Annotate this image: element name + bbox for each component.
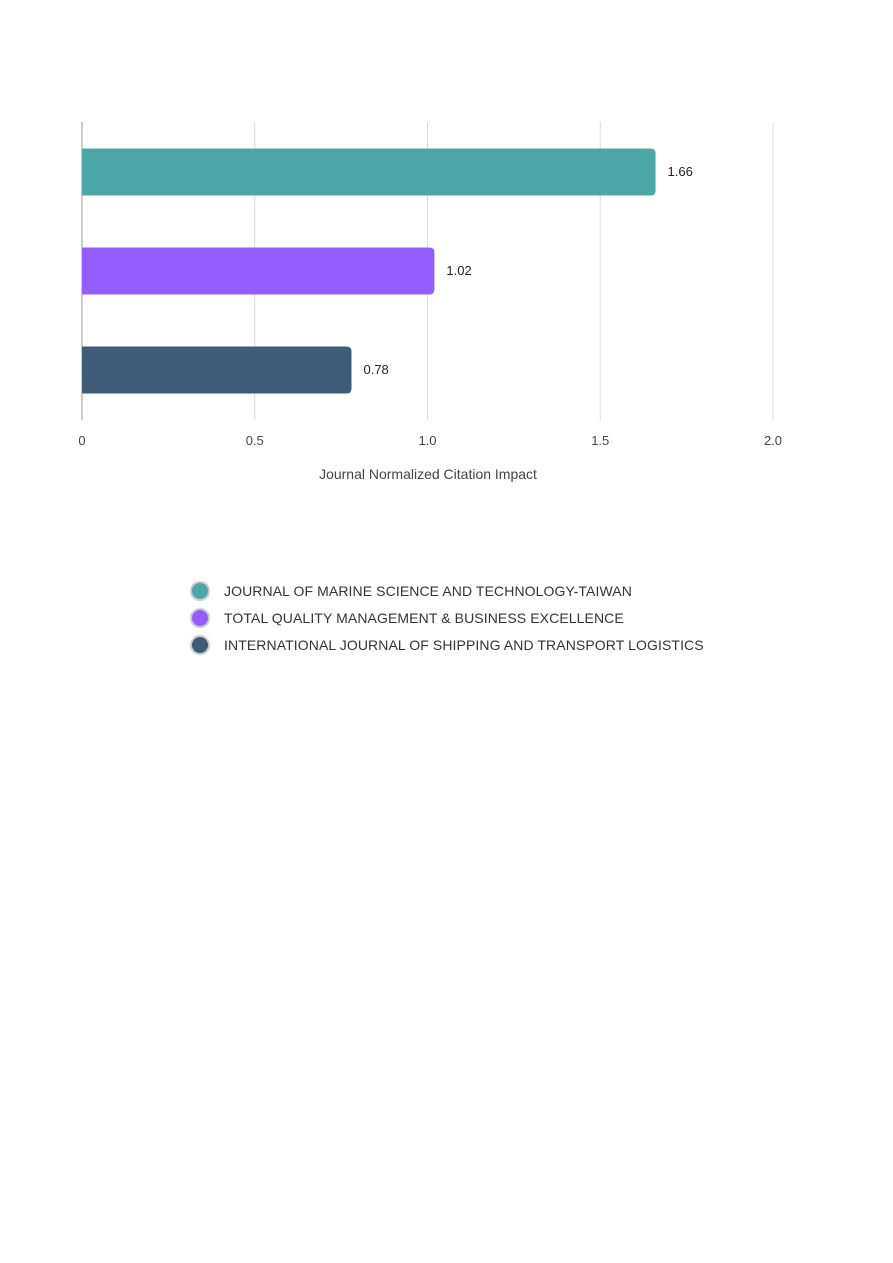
legend-item[interactable]: INTERNATIONAL JOURNAL OF SHIPPING AND TR… [190, 631, 704, 658]
x-axis-title: Journal Normalized Citation Impact [319, 466, 537, 482]
bar[interactable] [82, 148, 656, 196]
x-tick-labels: 0 0.5 1.0 1.5 2.0 [78, 433, 782, 448]
legend-item[interactable]: JOURNAL OF MARINE SCIENCE AND TECHNOLOGY… [190, 577, 704, 604]
legend-label: JOURNAL OF MARINE SCIENCE AND TECHNOLOGY… [224, 582, 632, 599]
bar-value-label: 0.78 [363, 362, 388, 377]
x-tick-label: 1.0 [418, 433, 436, 448]
x-tick-label: 0.5 [246, 433, 264, 448]
x-tick-label: 1.5 [591, 433, 609, 448]
legend-swatch [190, 580, 210, 601]
legend-item[interactable]: TOTAL QUALITY MANAGEMENT & BUSINESS EXCE… [190, 604, 704, 631]
bar-value-label: 1.02 [446, 263, 471, 278]
legend-label: INTERNATIONAL JOURNAL OF SHIPPING AND TR… [224, 636, 704, 653]
x-tick-label: 0 [78, 433, 85, 448]
bar-value-label: 1.66 [668, 164, 693, 179]
legend: JOURNAL OF MARINE SCIENCE AND TECHNOLOGY… [190, 577, 704, 658]
bar[interactable] [82, 247, 435, 295]
chart: 1.66 1.02 0.78 0 0.5 1.0 1.5 2.0 Journal Norma… [78, 122, 782, 482]
legend-swatch [190, 634, 210, 655]
x-tick-label: 2.0 [764, 433, 782, 448]
bar[interactable] [82, 346, 352, 394]
bars [82, 148, 656, 394]
bar-value-labels: 1.66 1.02 0.78 [363, 164, 692, 377]
legend-swatch [190, 607, 210, 628]
legend-label: TOTAL QUALITY MANAGEMENT & BUSINESS EXCE… [224, 609, 624, 626]
